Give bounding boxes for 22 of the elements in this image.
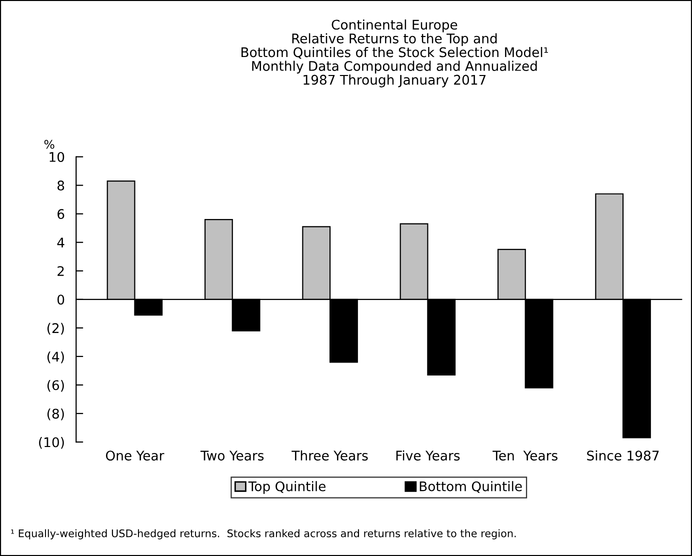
y-tick-label: 4 <box>57 238 64 248</box>
y-axis-title: % <box>44 140 54 149</box>
x-tick-label: Five Years <box>396 450 460 461</box>
x-tick-label: One Year <box>106 450 164 461</box>
y-tick-label: (10) <box>39 437 64 449</box>
legend-label: Top Quintile <box>248 481 326 494</box>
y-tick-label: (8) <box>47 408 64 420</box>
text: ¹ Equally-weighted USD-hedged returns. Stocks ranked across and returns relative to the region. <box>11 529 516 540</box>
legend-label: Bottom Quintile <box>420 481 522 493</box>
y-tick-label: (4) <box>47 351 64 364</box>
x-tick-label: Ten Years <box>492 450 558 461</box>
x-tick-label: Three Years <box>292 450 368 461</box>
x-tick-label: Two Years <box>200 450 264 461</box>
y-tick-label: (6) <box>47 380 64 392</box>
y-tick-label: 6 <box>58 209 64 220</box>
chart-title: Continental Europe Relative Returns to the Top and Bottom Quintiles of the Stock Selection Model¹ Monthly Data Compounded and Annualized 1987 Through January 2017 <box>242 19 548 88</box>
y-tick-label: 8 <box>58 180 64 191</box>
y-tick-label: (2) <box>47 322 64 335</box>
x-tick-label: Since 1987 <box>587 450 659 461</box>
y-tick-label: 10 <box>50 152 64 162</box>
y-tick-label: 0 <box>57 294 64 305</box>
y-tick-label: 2 <box>58 266 64 276</box>
